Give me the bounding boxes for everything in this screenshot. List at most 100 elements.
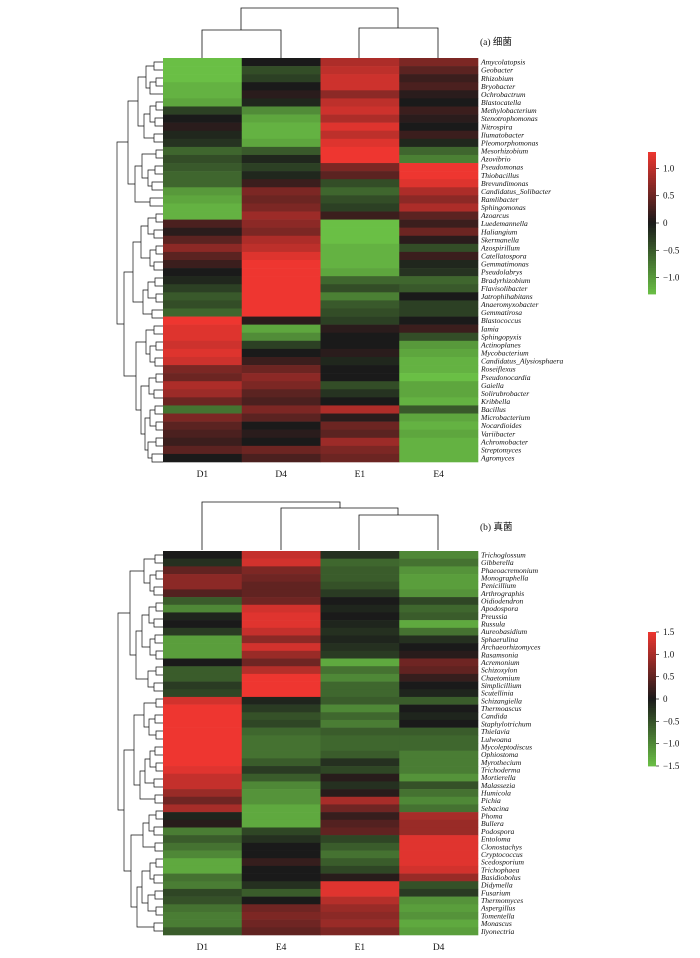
heatmap-cell <box>399 203 479 212</box>
heatmap-cell <box>399 98 479 107</box>
heatmap-cell <box>399 666 479 675</box>
heatmap-cell <box>241 146 321 156</box>
heatmap-cell <box>399 696 479 705</box>
heatmap-cell <box>320 138 400 148</box>
heatmap-cell <box>241 348 321 358</box>
heatmap-cell <box>241 827 321 836</box>
heatmap-cell <box>399 219 479 228</box>
heatmap-cell <box>320 704 400 713</box>
colorbar-segment <box>648 643 656 646</box>
heatmap-cell <box>241 735 321 744</box>
heatmap-cell <box>399 154 479 164</box>
heatmap-cell <box>399 551 479 559</box>
heatmap-cell <box>320 413 400 422</box>
colorbar-tick-label: 1.0 <box>663 163 675 173</box>
row-label: Tomentella <box>481 911 515 920</box>
row-labels: AmycolatopsisGeobacterRhizobiumBryobacte… <box>480 58 563 463</box>
row-label: Lulwoana <box>480 735 512 744</box>
row-label: Blastocatella <box>481 98 521 107</box>
heatmap-cell <box>320 340 400 350</box>
heatmap-cell <box>241 727 321 736</box>
heatmap-cell <box>399 74 479 83</box>
heatmap-cell <box>241 106 321 115</box>
heatmap-cell <box>399 597 479 606</box>
row-label: Oidiodendron <box>481 597 524 606</box>
heatmap-cell <box>320 203 400 212</box>
heatmap-cell <box>320 276 400 285</box>
heatmap-cell <box>399 389 479 398</box>
column-label: D1 <box>197 470 209 480</box>
colorbar-segment <box>648 258 656 262</box>
heatmap-cell <box>241 581 321 590</box>
row-label: Gibberella <box>481 558 514 567</box>
row-label: Variibacter <box>481 429 515 438</box>
heatmap-cell <box>163 589 243 598</box>
heatmap-cell <box>320 365 400 374</box>
heatmap-cell <box>241 927 321 936</box>
colorbar-segment <box>648 678 656 682</box>
heatmap-cell <box>163 276 243 285</box>
heatmap-cell <box>399 340 479 350</box>
row-label: Scedosporium <box>481 858 525 867</box>
heatmap-panel-fungi: TrichoglossumGibberellaPhaeoacremoniumMo… <box>117 501 680 953</box>
heatmap-cell <box>163 405 243 414</box>
heatmap-cell <box>320 74 400 83</box>
heatmap-cell <box>163 74 243 83</box>
colorbar-segment <box>648 667 656 671</box>
column-dendrogram <box>201 7 439 58</box>
colorbar-segment <box>648 716 656 720</box>
heatmap-cell <box>320 292 400 301</box>
colorbar-segment <box>648 253 656 257</box>
heatmap-cell <box>241 835 321 844</box>
heatmap-cell <box>163 445 243 455</box>
colorbar-segment <box>648 638 656 642</box>
colorbar-segment <box>648 634 656 637</box>
colorbar-segment <box>648 204 656 207</box>
heatmap-cell <box>399 227 479 237</box>
heatmap-cell <box>399 704 479 713</box>
heatmap-cell <box>163 789 243 798</box>
heatmap-cell <box>399 292 479 301</box>
heatmap-cell <box>241 154 321 164</box>
heatmap-cell <box>163 743 243 751</box>
heatmap-cell <box>163 835 243 844</box>
heatmap-cell <box>320 766 400 775</box>
colorbar-segment <box>648 705 656 709</box>
heatmap-cell <box>163 413 243 422</box>
row-label: Skermanella <box>481 235 519 244</box>
heatmap-cell <box>241 90 321 99</box>
heatmap-cell <box>241 842 321 851</box>
column-label: E4 <box>276 943 287 953</box>
heatmap-cell <box>320 666 400 675</box>
row-label: Solirubrobacter <box>481 389 529 398</box>
heatmap-cell <box>399 658 479 667</box>
heatmap-cell <box>320 324 400 334</box>
heatmap-cell <box>163 316 243 325</box>
colorbar-segment <box>648 189 656 193</box>
heatmap-cell <box>163 681 243 690</box>
colorbar-segment <box>648 701 656 704</box>
heatmap-cell <box>320 858 400 867</box>
colorbar-segment <box>648 194 656 198</box>
heatmap-cell <box>163 114 243 123</box>
heatmap-cell <box>163 827 243 836</box>
heatmap-cell <box>241 74 321 83</box>
row-label: Penicillium <box>480 581 517 590</box>
row-label: Blastococcus <box>481 316 521 325</box>
colorbar-segment <box>648 215 656 219</box>
colorbar-segment <box>648 267 656 271</box>
heatmap-cell <box>241 689 321 698</box>
row-label: Bacillus <box>481 405 506 414</box>
heatmap-cell <box>399 627 479 636</box>
colorbar-tick-label: 1.5 <box>663 627 675 637</box>
row-label: Ilumatobacter <box>480 130 524 139</box>
heatmap-cell <box>163 251 243 261</box>
heatmap-cell <box>163 858 243 867</box>
row-label: Mycoleptodiscus <box>480 742 532 751</box>
heatmap-cell <box>399 130 479 140</box>
heatmap-cell <box>320 251 400 261</box>
row-label: Aureobasidium <box>480 627 528 636</box>
row-label: Microbacterium <box>480 413 531 422</box>
heatmap-cell <box>163 604 243 613</box>
